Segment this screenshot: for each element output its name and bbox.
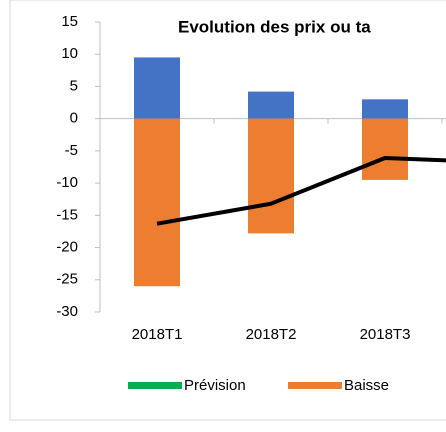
legend-swatch: [128, 382, 182, 389]
chart-title: Evolution des prix ou ta: [178, 17, 371, 36]
y-tick-label: 15: [61, 13, 78, 30]
y-tick-label: -30: [56, 303, 78, 320]
y-tick-label: -25: [56, 271, 78, 288]
bar: [248, 91, 294, 119]
bar: [362, 99, 408, 119]
x-tick-label: 2018T2: [246, 326, 297, 343]
legend-label: Baisse: [344, 377, 389, 394]
y-tick-label: -10: [56, 174, 78, 191]
y-tick-label: 5: [70, 77, 78, 94]
bar: [248, 118, 294, 234]
x-tick-label: 2018T3: [360, 326, 411, 343]
legend-swatch: [288, 382, 342, 389]
bar: [362, 118, 408, 180]
y-tick-label: 0: [70, 110, 78, 127]
legend-label: Prévision: [184, 377, 246, 394]
x-tick-label: 2018T1: [132, 326, 183, 343]
y-tick-label: -20: [56, 239, 78, 256]
y-tick-label: -15: [56, 206, 78, 223]
y-tick-label: -5: [65, 142, 78, 159]
chart-frame: [9, 0, 446, 421]
bar: [134, 118, 180, 287]
line: [156, 155, 446, 226]
y-tick-label: 10: [61, 45, 78, 62]
bar: [134, 57, 180, 119]
